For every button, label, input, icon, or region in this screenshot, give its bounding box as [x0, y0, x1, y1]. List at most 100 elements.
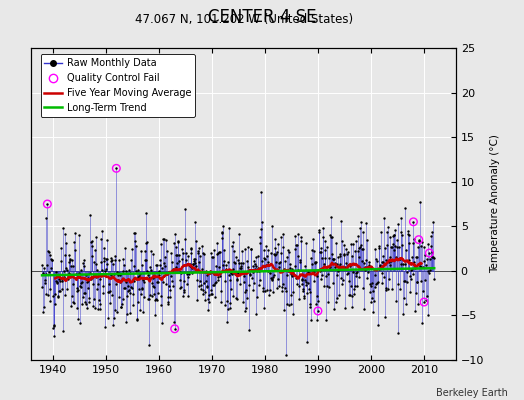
Point: [256, 276, 264, 283]
Point: [257, 189, 266, 196]
Point: [117, 304, 125, 310]
Point: [215, 248, 224, 255]
Point: [199, 287, 207, 294]
Point: [105, 289, 114, 295]
Point: [373, 280, 381, 286]
Point: [94, 281, 102, 287]
Point: [125, 287, 133, 293]
Point: [56, 288, 64, 294]
Point: [348, 268, 357, 275]
Point: [134, 274, 143, 280]
Point: [347, 304, 356, 310]
Point: [167, 278, 176, 284]
Point: [173, 252, 181, 258]
Point: [123, 293, 132, 299]
Point: [53, 279, 61, 286]
Point: [314, 308, 322, 314]
Point: [166, 294, 174, 300]
Point: [77, 284, 85, 290]
Point: [111, 306, 119, 313]
Point: [171, 264, 180, 270]
Point: [338, 238, 346, 244]
Point: [84, 278, 92, 284]
Point: [419, 264, 428, 270]
Point: [374, 278, 382, 285]
Point: [182, 270, 191, 277]
Point: [43, 201, 51, 207]
Point: [142, 240, 150, 246]
Point: [341, 264, 349, 270]
Point: [80, 290, 88, 296]
Point: [168, 267, 177, 274]
Point: [412, 279, 421, 286]
Point: [100, 258, 108, 264]
Point: [234, 269, 243, 276]
Point: [389, 241, 397, 247]
Point: [103, 236, 111, 243]
Point: [204, 306, 213, 313]
Point: [291, 263, 300, 269]
Point: [202, 278, 210, 284]
Point: [336, 252, 344, 259]
Point: [99, 283, 107, 290]
Point: [133, 316, 141, 322]
Point: [238, 270, 246, 276]
Point: [356, 225, 364, 231]
Point: [176, 285, 184, 291]
Point: [50, 333, 59, 339]
Point: [358, 258, 366, 264]
Point: [252, 254, 260, 260]
Point: [71, 247, 79, 253]
Point: [108, 257, 116, 263]
Point: [326, 232, 334, 238]
Point: [108, 260, 117, 267]
Point: [140, 248, 149, 254]
Point: [350, 286, 358, 292]
Point: [52, 268, 60, 275]
Point: [256, 240, 265, 246]
Point: [395, 256, 403, 262]
Point: [328, 234, 336, 240]
Point: [60, 274, 68, 281]
Point: [177, 270, 185, 277]
Point: [124, 287, 132, 294]
Point: [73, 304, 82, 311]
Point: [241, 246, 249, 252]
Text: Berkeley Earth: Berkeley Earth: [436, 388, 508, 398]
Point: [157, 293, 165, 299]
Point: [218, 235, 226, 241]
Point: [303, 339, 311, 346]
Point: [181, 235, 189, 242]
Point: [46, 252, 54, 259]
Point: [356, 244, 365, 250]
Point: [215, 249, 224, 255]
Point: [272, 259, 280, 266]
Point: [81, 290, 90, 296]
Point: [91, 247, 100, 253]
Point: [359, 229, 367, 236]
Point: [289, 272, 298, 278]
Point: [216, 288, 225, 294]
Point: [216, 272, 224, 279]
Point: [225, 277, 234, 283]
Point: [213, 251, 221, 257]
Point: [378, 280, 387, 286]
Point: [100, 244, 108, 251]
Point: [260, 254, 269, 261]
Point: [54, 294, 62, 300]
Point: [302, 282, 311, 289]
Point: [369, 288, 377, 294]
Point: [364, 268, 373, 275]
Point: [309, 269, 317, 275]
Point: [47, 256, 55, 262]
Point: [171, 231, 179, 237]
Point: [273, 249, 281, 256]
Point: [267, 275, 275, 281]
Point: [119, 296, 128, 302]
Point: [227, 270, 235, 276]
Point: [178, 256, 187, 262]
Point: [143, 268, 151, 274]
Point: [274, 276, 282, 282]
Point: [312, 258, 320, 265]
Point: [381, 285, 390, 291]
